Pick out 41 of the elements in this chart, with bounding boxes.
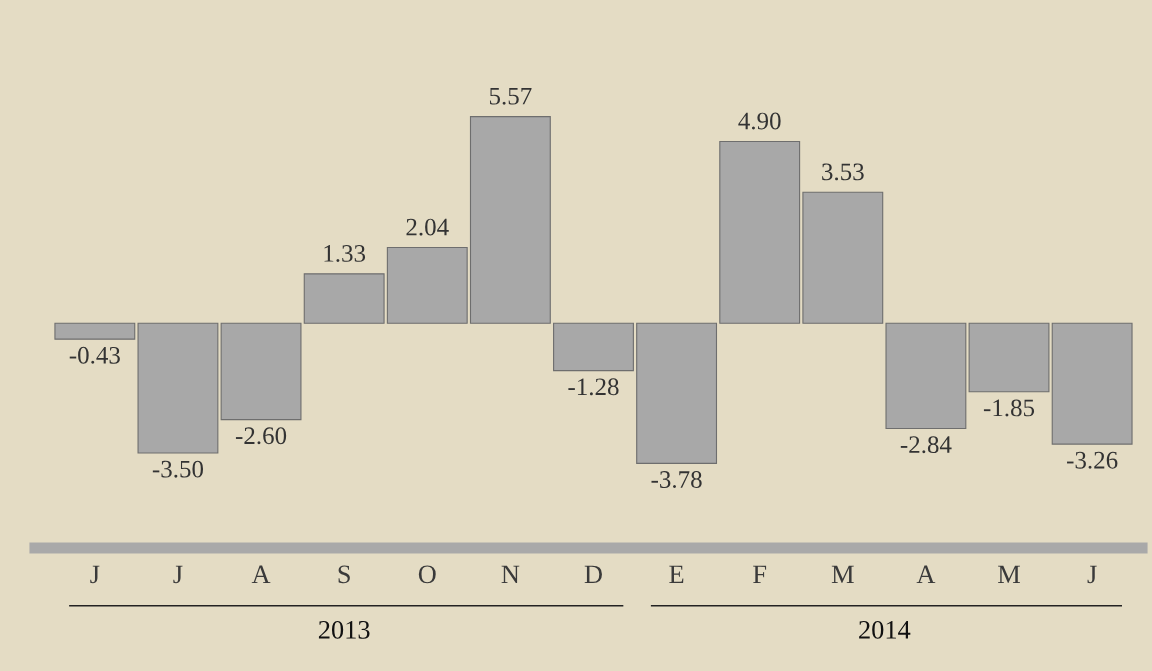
data-label: 2.04 (406, 218, 449, 236)
data-label: -3.26 (1067, 451, 1118, 469)
x-tick-label: J (173, 565, 183, 584)
text: 2013 (318, 620, 370, 639)
x-tick-label: D (584, 565, 602, 584)
data-label: -3.50 (152, 460, 204, 478)
x-tick-label: M (831, 565, 854, 583)
x-tick-label: N (501, 565, 520, 583)
data-label: 4.90 (738, 112, 781, 130)
data-label: -1.28 (568, 378, 619, 396)
data-label: -2.60 (235, 427, 287, 445)
bar (137, 322, 219, 454)
x-tick-label: O (418, 565, 436, 584)
x-tick-label: A (251, 565, 271, 583)
bar (386, 246, 468, 324)
x-tick-label: A (916, 565, 936, 583)
bar (885, 322, 967, 430)
data-label: 3.53 (822, 163, 864, 181)
bar (719, 140, 801, 324)
data-label: 5.57 (489, 87, 532, 105)
bar (1051, 322, 1133, 445)
x-tick-label: M (998, 565, 1020, 583)
text: 2014 (859, 620, 911, 639)
bar (636, 322, 718, 464)
bar (802, 191, 884, 324)
data-label: -2.84 (900, 436, 952, 454)
bar (553, 322, 634, 372)
data-label: -1.85 (983, 399, 1035, 417)
bar (303, 273, 385, 324)
x-tick-label: E (669, 565, 684, 583)
data-label: -3.78 (651, 471, 702, 489)
x-tick-label: F (753, 565, 767, 583)
data-label: -0.43 (69, 346, 120, 364)
x-tick-label: J (1087, 565, 1097, 584)
bar (54, 322, 136, 340)
bar (469, 116, 551, 324)
data-label: 1.33 (324, 245, 366, 262)
x-tick-label: S (338, 565, 350, 584)
bar (220, 322, 302, 421)
bar (968, 322, 1050, 393)
x-tick-label: J (90, 565, 100, 584)
